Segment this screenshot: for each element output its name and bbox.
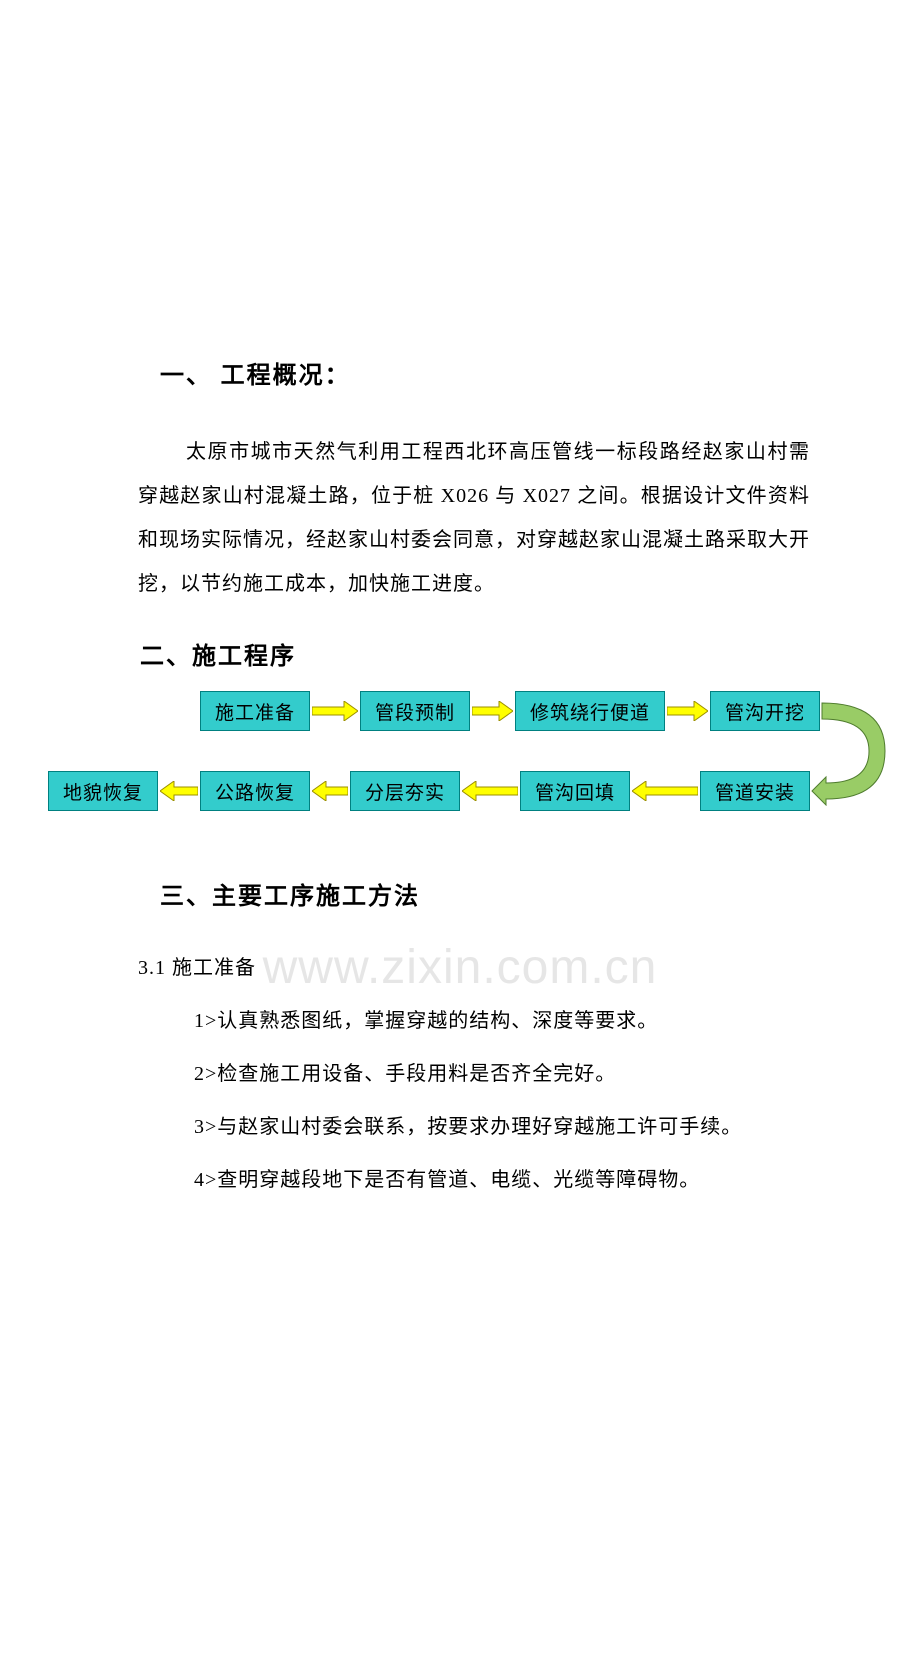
flow-node: 公路恢复 [200, 771, 310, 811]
arrow-left-icon [462, 781, 518, 801]
arrow-left-icon [160, 781, 198, 801]
arrow-right-icon [667, 701, 708, 721]
arrow-left-icon [312, 781, 348, 801]
flow-node: 管道安装 [700, 771, 810, 811]
section3-sub: 3.1 施工准备 [138, 951, 920, 980]
flow-node: 管沟开挖 [710, 691, 820, 731]
arrow-right-icon [472, 701, 513, 721]
flow-node: 修筑绕行便道 [515, 691, 665, 731]
arrow-left-icon [632, 781, 698, 801]
section1-heading: 一、 工程概况： [160, 355, 920, 390]
curved-arrow-icon [807, 696, 890, 806]
flow-node: 管沟回填 [520, 771, 630, 811]
section3-item: 3>与赵家山村委会联系，按要求办理好穿越施工许可手续。 [194, 1110, 920, 1139]
flow-node: 分层夯实 [350, 771, 460, 811]
section3-heading: 三、主要工序施工方法 [160, 876, 920, 911]
flow-node: 地貌恢复 [48, 771, 158, 811]
flow-node: 施工准备 [200, 691, 310, 731]
section1-paragraph: 太原市城市天然气利用工程西北环高压管线一标段路经赵家山村需穿越赵家山村混凝土路，… [138, 430, 810, 606]
section3-item: 1>认真熟悉图纸，掌握穿越的结构、深度等要求。 [194, 1004, 920, 1033]
section3-item: 2>检查施工用设备、手段用料是否齐全完好。 [194, 1057, 920, 1086]
section2-heading: 二、施工程序 [140, 636, 920, 671]
flow-node: 管段预制 [360, 691, 470, 731]
flowchart: 施工准备 管段预制 修筑绕行便道 管沟开挖地貌恢复 公路恢复分层夯实 管沟回填 管道安装 [0, 681, 920, 821]
arrow-right-icon [312, 701, 358, 721]
section3-item: 4>查明穿越段地下是否有管道、电缆、光缆等障碍物。 [194, 1163, 920, 1192]
